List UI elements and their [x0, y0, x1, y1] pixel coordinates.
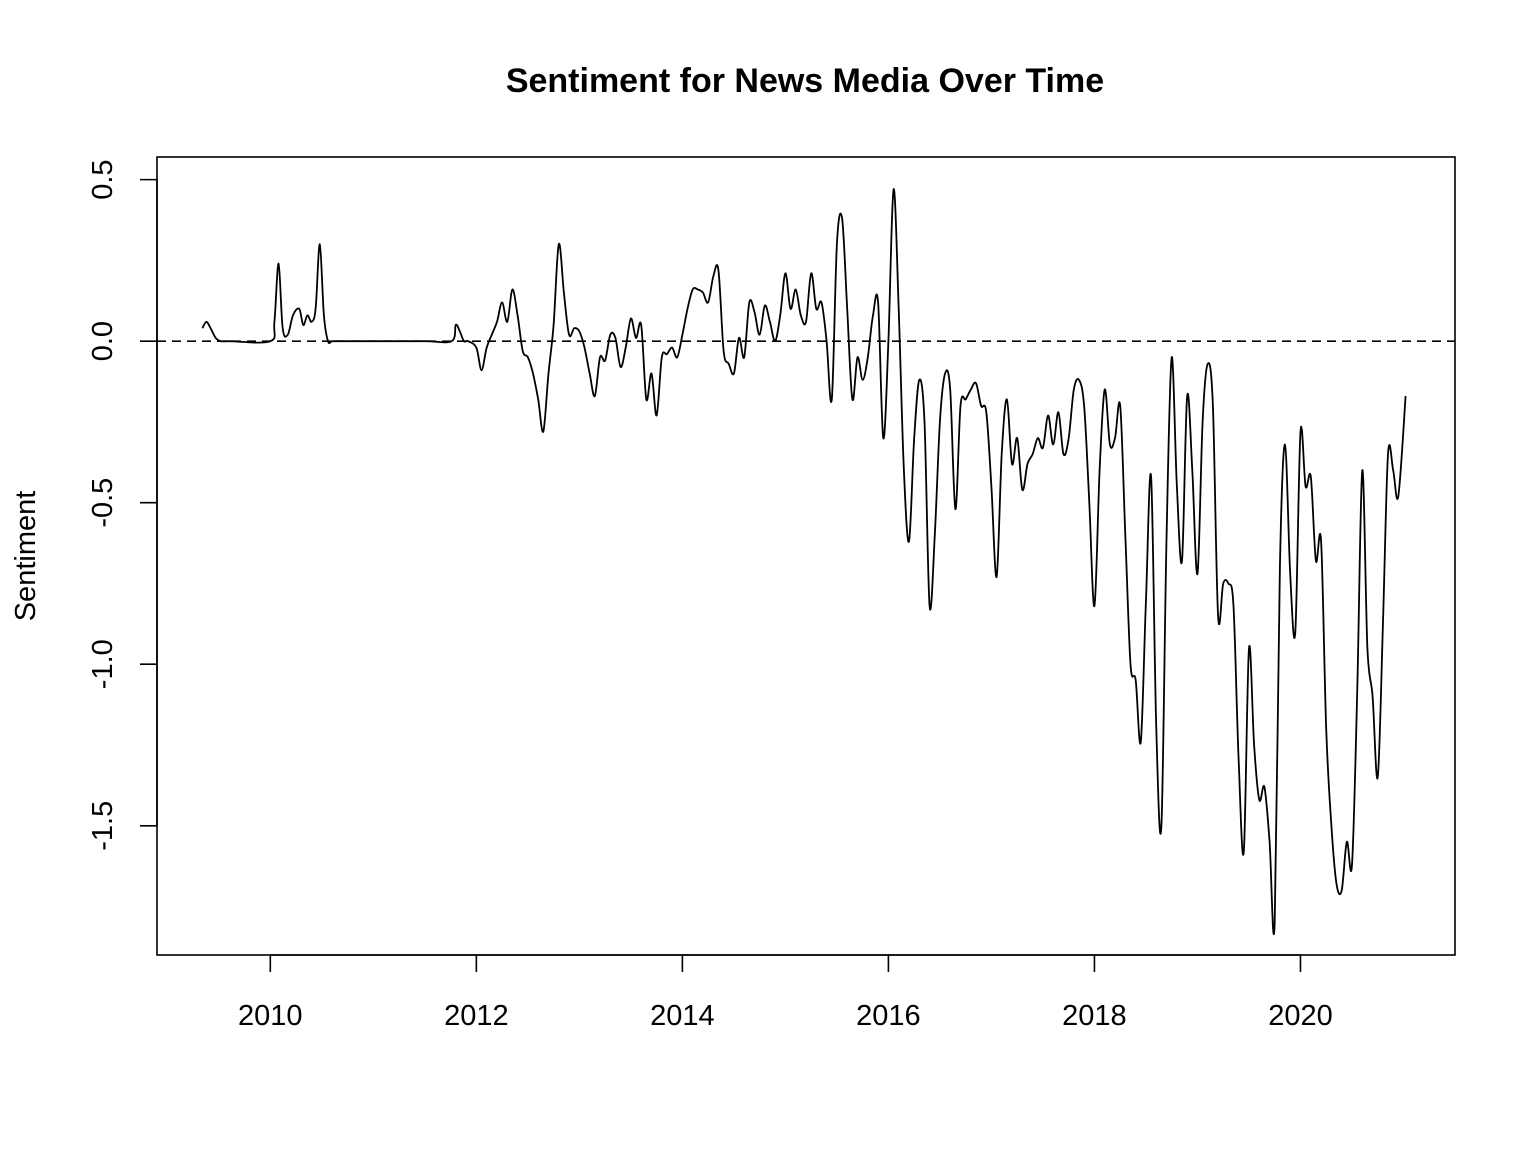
y-tick-label: -1.0 [87, 639, 119, 689]
sentiment-series-line [201, 188, 1407, 935]
y-axis-label: Sentiment [10, 491, 42, 622]
plot-area-border [156, 156, 1456, 956]
x-tick-label: 2014 [650, 1000, 715, 1032]
y-tick-label: 0.5 [87, 159, 119, 199]
x-tick-label: 2012 [444, 1000, 509, 1032]
chart-title: Sentiment for News Media Over Time [506, 62, 1104, 100]
y-tick-label: -1.5 [87, 801, 119, 851]
y-axis: 0.5 0.0 -0.5 -1.0 -1.5 [87, 159, 158, 851]
y-tick-label: 0.0 [87, 321, 119, 361]
x-tick-label: 2016 [856, 1000, 921, 1032]
x-axis: 2010 2012 2014 2016 2018 2020 [238, 954, 1333, 1032]
series-layer [201, 188, 1407, 935]
x-tick-label: 2020 [1268, 1000, 1333, 1032]
x-tick-label: 2018 [1062, 1000, 1127, 1032]
y-tick-label: -0.5 [87, 478, 119, 528]
x-tick-label: 2010 [238, 1000, 303, 1032]
